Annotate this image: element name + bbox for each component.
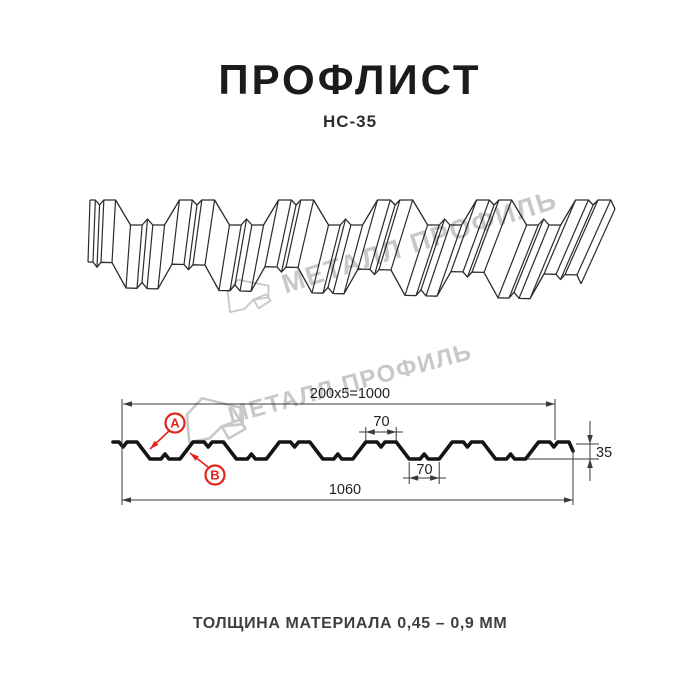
- dim-valley-width: 70: [403, 462, 446, 484]
- marker-side-a-label: A: [170, 416, 180, 431]
- dim-crest-width: 70: [359, 414, 403, 441]
- dim-overall-width: 1060: [122, 450, 574, 505]
- profile-code: НС-35: [322, 112, 378, 131]
- watermark-text: МЕТАЛЛ ПРОФИЛЬ: [225, 338, 475, 429]
- dim-height: 35: [527, 421, 612, 481]
- cross-section: [111, 440, 575, 461]
- svg-text:70: 70: [416, 462, 432, 478]
- svg-text:35: 35: [596, 445, 612, 461]
- marker-side-a: A: [149, 412, 186, 450]
- marker-side-b-label: B: [210, 468, 219, 483]
- thickness-note: ТОЛЩИНА МАТЕРИАЛА 0,45 – 0,9 ММ: [192, 615, 508, 632]
- svg-text:200x5=1000: 200x5=1000: [310, 386, 390, 402]
- marker-side-b: B: [189, 452, 226, 486]
- svg-text:1060: 1060: [329, 482, 361, 498]
- watermark-section: МЕТАЛЛ ПРОФИЛЬ: [185, 338, 475, 444]
- iso-view: [87, 199, 616, 300]
- svg-text:70: 70: [373, 414, 389, 430]
- page-title: ПРОФЛИСТ: [218, 56, 482, 103]
